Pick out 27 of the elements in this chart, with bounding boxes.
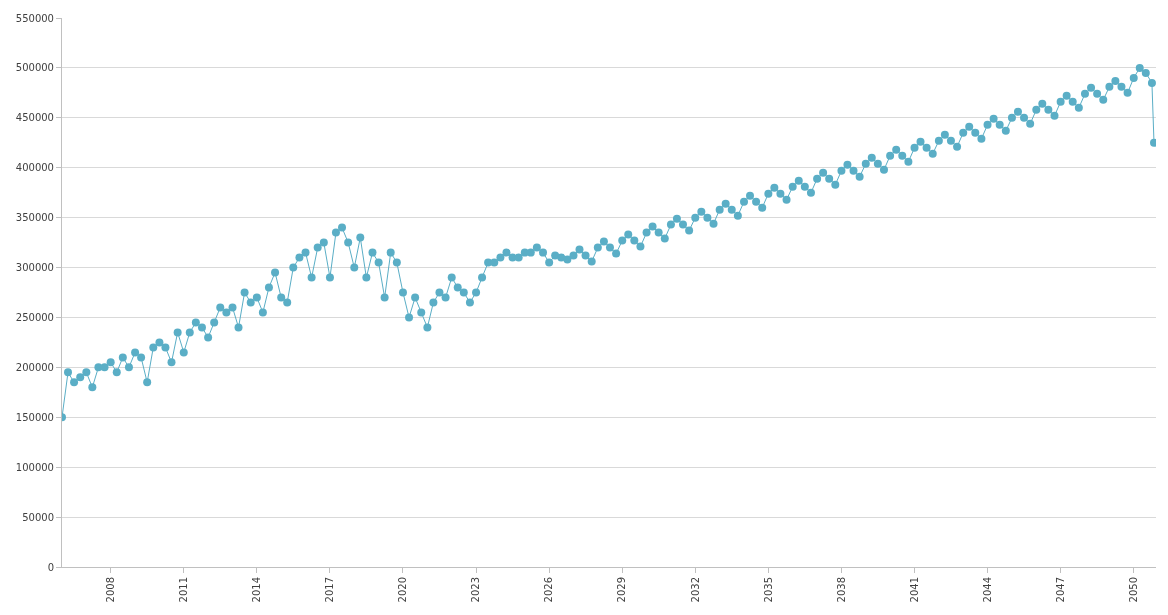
y-tick-label: 350000 xyxy=(15,212,54,224)
x-tick-label: 2032 xyxy=(689,577,701,603)
x-tick-label: 2026 xyxy=(543,577,555,603)
y-tick-label: 250000 xyxy=(15,311,54,323)
x-tick-label: 2047 xyxy=(1054,577,1066,603)
y-tick-label: 550000 xyxy=(15,12,54,24)
y-tick-label: 400000 xyxy=(15,162,54,174)
y-tick-label: 100000 xyxy=(15,461,54,473)
x-tick-label: 2011 xyxy=(178,577,190,603)
y-tick-label: 450000 xyxy=(15,112,54,124)
x-tick-label: 2017 xyxy=(324,577,336,603)
x-tick-label: 2029 xyxy=(616,577,628,603)
y-tick-label: 300000 xyxy=(15,262,54,274)
x-tick-label: 2023 xyxy=(470,577,482,603)
y-tick-label: 150000 xyxy=(15,411,54,423)
x-tick-label: 2014 xyxy=(251,577,263,603)
x-tick-label: 2041 xyxy=(908,577,920,603)
x-tick-label: 2008 xyxy=(104,577,116,603)
x-tick-label: 2020 xyxy=(397,577,409,603)
y-tick-label: 50000 xyxy=(22,511,54,523)
x-tick-label: 2044 xyxy=(981,577,993,603)
x-tick-label: 2038 xyxy=(835,577,847,603)
x-tick-label: 2050 xyxy=(1127,577,1139,603)
y-tick-label: 500000 xyxy=(15,62,54,74)
y-tick-label: 0 xyxy=(47,561,54,573)
x-tick-label: 2035 xyxy=(762,577,774,603)
y-tick-label: 200000 xyxy=(15,361,54,373)
